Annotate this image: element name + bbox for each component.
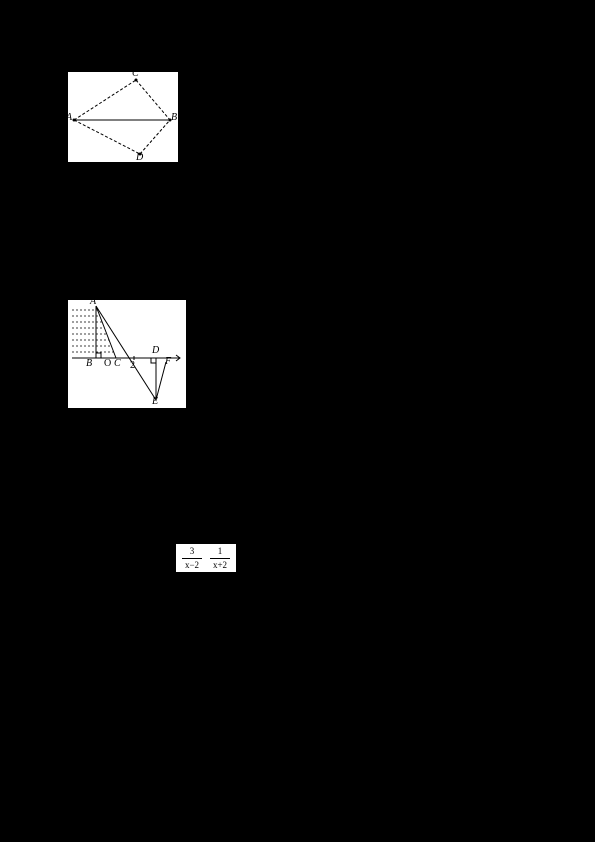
figure-2-svg bbox=[68, 300, 186, 408]
fraction-1-bar bbox=[182, 558, 202, 559]
fraction-group: 3 x−2 1 x+2 bbox=[176, 544, 236, 572]
label-O: O bbox=[104, 358, 111, 369]
edge-EF bbox=[156, 362, 166, 400]
edge-DB bbox=[140, 120, 170, 154]
figure-1: A B C D bbox=[68, 72, 178, 162]
label-B: B bbox=[171, 112, 177, 123]
fraction-1-num: 3 bbox=[180, 546, 204, 557]
label-D: D bbox=[136, 152, 143, 163]
label-A: A bbox=[66, 112, 72, 123]
page: A B C D bbox=[0, 0, 595, 842]
label-F2: F bbox=[165, 356, 171, 367]
edge-AC bbox=[74, 80, 136, 120]
fraction-1-den: x−2 bbox=[180, 560, 204, 571]
edge-AE bbox=[96, 306, 156, 400]
label-A2: A bbox=[90, 296, 96, 307]
label-D2: D bbox=[152, 345, 159, 356]
edge-AD bbox=[74, 120, 140, 154]
hatch-lines bbox=[72, 310, 114, 352]
label-C2: C bbox=[114, 358, 121, 369]
fraction-2-bar bbox=[210, 558, 230, 559]
figure-1-svg bbox=[68, 72, 178, 162]
label-B2: B bbox=[86, 358, 92, 369]
vertex-A bbox=[73, 119, 76, 122]
figure-2: A B C D E F O 2 bbox=[68, 300, 186, 408]
right-angle-B bbox=[96, 353, 101, 358]
edge-CB bbox=[136, 80, 170, 120]
label-C: C bbox=[132, 68, 139, 79]
right-angle-D bbox=[151, 358, 156, 363]
fraction-2: 1 x+2 bbox=[208, 546, 232, 571]
fraction-2-num: 1 bbox=[208, 546, 232, 557]
fraction-1: 3 x−2 bbox=[180, 546, 204, 571]
fraction-2-den: x+2 bbox=[208, 560, 232, 571]
label-tick-2: 2 bbox=[130, 360, 135, 371]
label-E2: E bbox=[152, 396, 158, 407]
